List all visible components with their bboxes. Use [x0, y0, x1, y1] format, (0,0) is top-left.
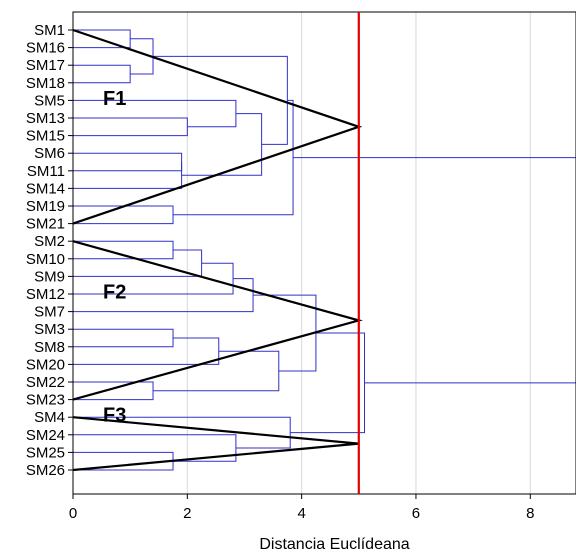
cluster-label: F2 — [103, 281, 126, 303]
x-tick-label: 0 — [69, 505, 77, 522]
cluster-label: F1 — [103, 88, 126, 110]
dendrogram-link — [73, 117, 188, 137]
cluster-label: F3 — [103, 405, 126, 427]
dendrogram-link — [73, 262, 234, 295]
plot-frame — [72, 11, 576, 495]
grid-layer — [186, 12, 531, 494]
x-axis-title: Distancia Euclídeana — [259, 536, 409, 553]
leaf-label: SM3 — [34, 321, 65, 338]
leaf-label: SM13 — [26, 110, 65, 127]
leaf-label: SM17 — [26, 57, 65, 74]
dendrogram-link — [73, 64, 131, 84]
dendrogram-link — [181, 113, 263, 176]
leaf-label: SM7 — [34, 304, 65, 321]
leaf-label: SM4 — [34, 409, 65, 426]
dendrogram-link — [73, 29, 131, 49]
leaf-label: SM22 — [26, 374, 65, 391]
leaf-label: SM6 — [34, 145, 65, 162]
cluster-labels: F1 F2 F3 — [103, 88, 126, 427]
leaf-label: SM12 — [26, 286, 65, 303]
leaf-label: SM11 — [27, 163, 65, 180]
dendrogram-link — [73, 337, 220, 365]
dendrogram-link — [73, 162, 183, 189]
dendrogram-link — [73, 205, 174, 225]
dendrogram-link — [73, 99, 237, 128]
dendrogram-link — [73, 278, 254, 313]
dendrogram-links — [73, 29, 576, 471]
leaf-label: SM23 — [26, 392, 65, 409]
leaf-label: SM14 — [26, 180, 65, 197]
leaf-label: SM16 — [26, 40, 65, 57]
leaf-label: SM24 — [26, 427, 65, 444]
axis-layer — [68, 11, 576, 499]
leaf-label: SM26 — [26, 462, 65, 479]
leaf-label: SM18 — [26, 75, 65, 92]
leaf-label: SM5 — [34, 92, 65, 109]
dendrogram-link — [73, 152, 183, 172]
dendrogram-link — [73, 240, 174, 260]
dendrogram-link — [73, 328, 174, 348]
dendrogram-link — [73, 434, 237, 462]
x-tick-label: 8 — [526, 505, 534, 522]
leaf-labels: SM1SM16SM17SM18SM5SM13SM15SM6SM11SM14SM1… — [26, 22, 65, 479]
dendrogram-link — [153, 350, 280, 392]
leaf-label: SM1 — [34, 22, 65, 39]
leaf-label: SM20 — [26, 356, 65, 373]
leaf-label: SM2 — [34, 233, 65, 250]
leaf-label: SM8 — [34, 339, 65, 356]
dendrogram-link — [293, 157, 576, 384]
leaf-label: SM10 — [26, 251, 65, 268]
x-tick-labels: 0 2 4 6 8 — [69, 505, 535, 522]
dendrogram-link — [290, 332, 366, 434]
leaf-label: SM19 — [26, 198, 65, 215]
x-tick-label: 4 — [297, 505, 305, 522]
leaf-label: SM21 — [26, 216, 65, 233]
x-tick-label: 6 — [412, 505, 420, 522]
x-tick-label: 2 — [183, 505, 191, 522]
leaf-label: SM9 — [34, 268, 65, 285]
dendrogram-link — [173, 99, 294, 216]
leaf-label: SM25 — [26, 444, 65, 461]
leaf-label: SM15 — [26, 128, 65, 145]
